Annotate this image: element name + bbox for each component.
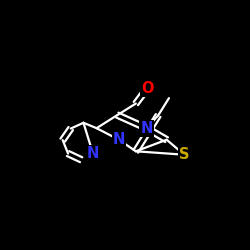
Text: N: N [87,146,99,162]
Text: O: O [141,81,154,96]
Text: N: N [140,121,153,136]
Text: N: N [113,132,125,147]
Text: S: S [179,147,190,162]
